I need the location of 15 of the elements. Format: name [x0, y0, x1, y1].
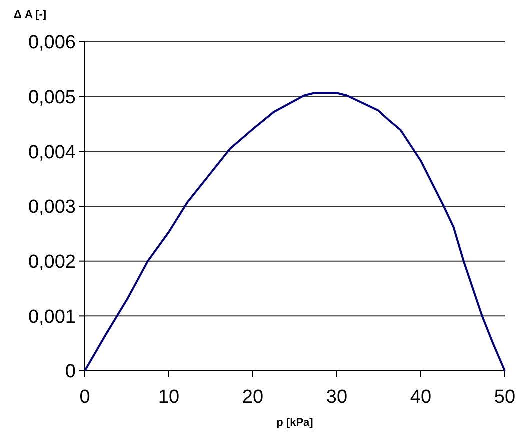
y-axis-title: Δ A [-] [14, 9, 47, 21]
x-tick-label: 10 [158, 387, 180, 408]
x-tick-label: 50 [494, 387, 516, 408]
y-tick-label: 0,002 [28, 252, 76, 273]
y-tick-label: 0,005 [28, 87, 76, 108]
y-tick-label: 0,003 [28, 197, 76, 218]
y-tick-label: 0,004 [28, 142, 76, 164]
x-tick-label: 0 [80, 387, 90, 408]
x-axis-title: p [kPa] [276, 417, 314, 429]
x-tick-label: 30 [326, 387, 348, 408]
y-tick-label: 0 [65, 362, 76, 383]
x-tick-label: 40 [410, 387, 432, 408]
x-tick-label: 20 [242, 387, 264, 408]
y-tick-label: 0,006 [28, 32, 76, 54]
y-tick-label: 0,001 [28, 306, 76, 328]
